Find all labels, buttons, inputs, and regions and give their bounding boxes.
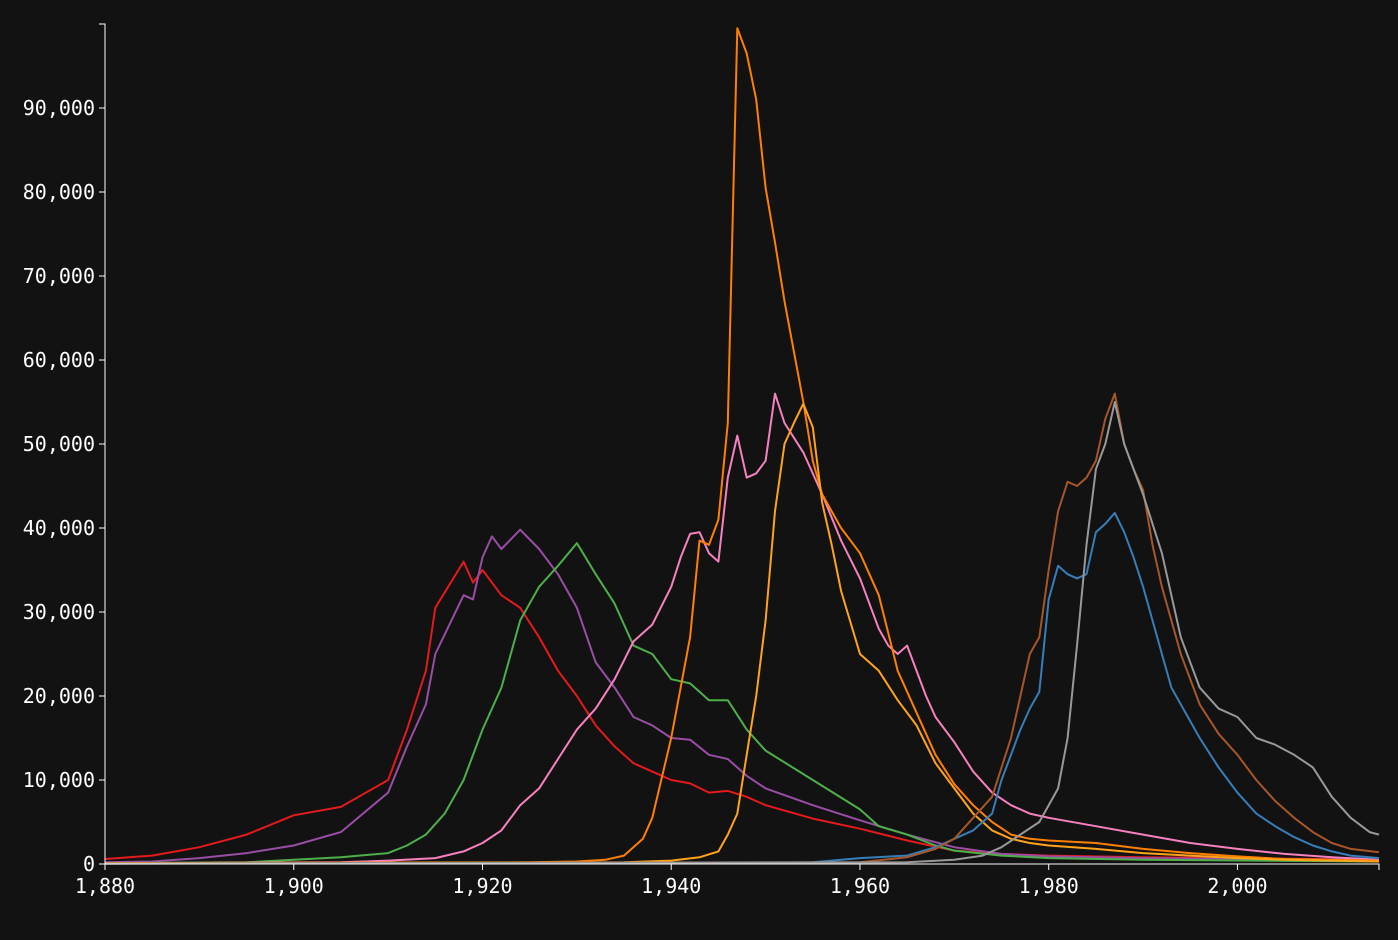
y-tick-label: 0 (83, 852, 95, 876)
y-tick-label: 80,000 (23, 180, 95, 204)
y-tick-label: 60,000 (23, 348, 95, 372)
series-layer (104, 27, 1380, 865)
y-axis (99, 23, 106, 864)
series-line-9 (104, 401, 1380, 865)
x-tick-label: 1,940 (641, 874, 701, 898)
x-tick-label: 2,000 (1207, 874, 1267, 898)
x-tick-label: 1,980 (1019, 874, 1079, 898)
y-tick-label: 30,000 (23, 600, 95, 624)
series-line-1 (104, 560, 1380, 861)
y-tick-label: 90,000 (23, 96, 95, 120)
x-tick-label: 1,900 (264, 874, 324, 898)
series-line-4 (104, 392, 1380, 865)
x-tick-label: 1,920 (452, 874, 512, 898)
y-tick-label: 40,000 (23, 516, 95, 540)
series-line-5 (104, 27, 1380, 865)
x-axis (104, 863, 1380, 870)
y-tick-label: 10,000 (23, 768, 95, 792)
series-line-8 (104, 392, 1380, 865)
series-line-3 (104, 542, 1380, 865)
axes-layer: 0 10,000 20,000 30,000 40,000 50,000 60,000 70,… (23, 23, 1380, 898)
y-tick-label: 20,000 (23, 684, 95, 708)
y-tick-label: 50,000 (23, 432, 95, 456)
x-tick-label: 1,880 (75, 874, 135, 898)
y-tick-label: 70,000 (23, 264, 95, 288)
series-line-2 (104, 528, 1380, 864)
series-line-6 (104, 402, 1380, 865)
series-line-7 (104, 511, 1380, 865)
x-tick-label: 1,960 (830, 874, 890, 898)
